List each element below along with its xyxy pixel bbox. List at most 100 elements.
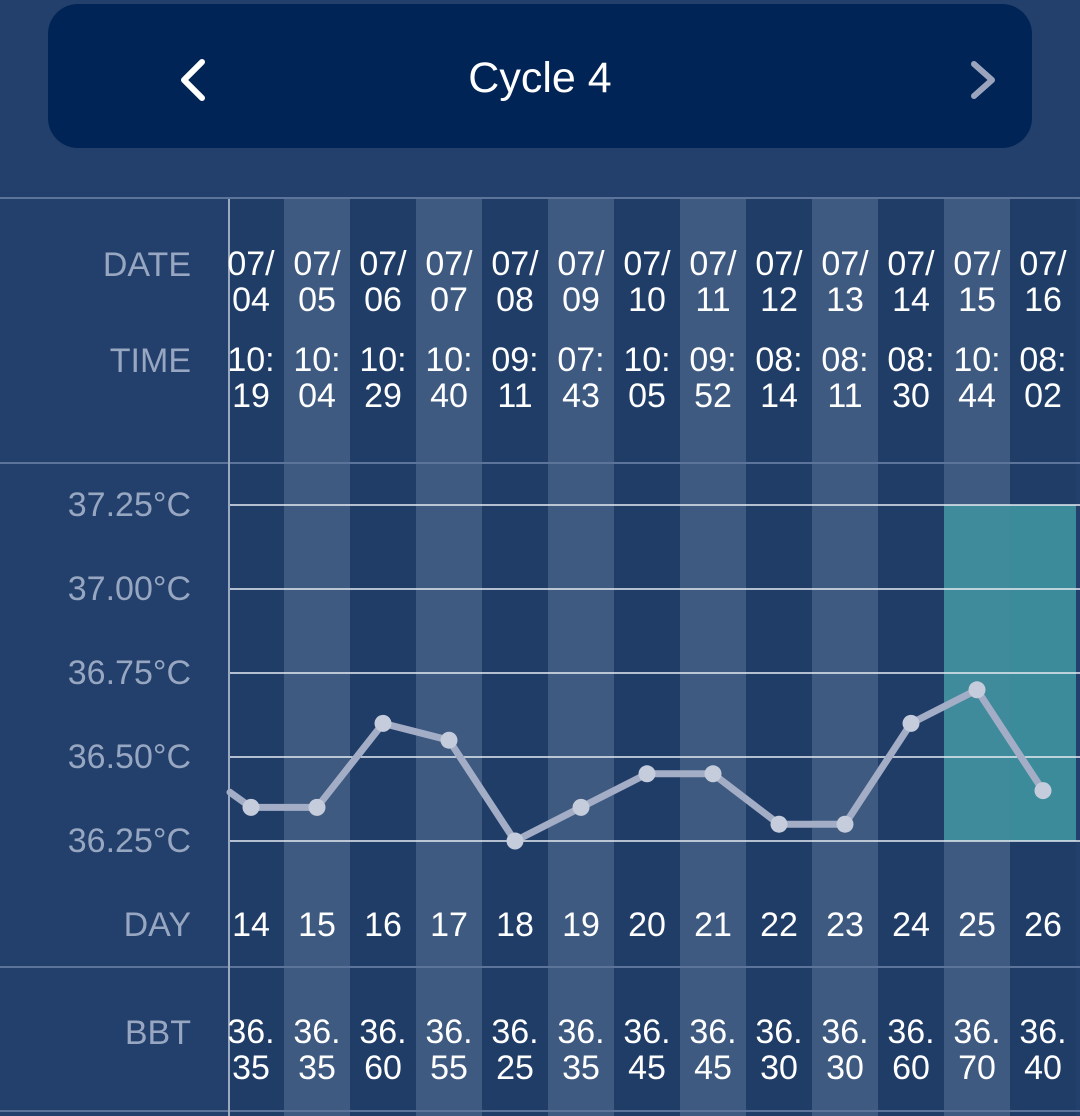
day-column[interactable] bbox=[482, 199, 548, 1116]
divider-bbt bbox=[0, 1110, 1080, 1112]
time-cell-line: 09: bbox=[491, 342, 539, 379]
bbt-cell: 36. 70 bbox=[944, 1014, 1010, 1086]
date-cell: 07/10 bbox=[614, 246, 680, 318]
chevron-right-icon[interactable] bbox=[962, 58, 1006, 102]
bbt-cell-line: 36. bbox=[425, 1014, 473, 1051]
date-cell-line: 07/ bbox=[821, 246, 869, 283]
divider-header bbox=[0, 462, 1080, 464]
time-cell-line: 08: bbox=[755, 342, 803, 379]
bbt-cell-line: 36. bbox=[293, 1014, 341, 1051]
time-cell: 10: 19 bbox=[218, 342, 284, 414]
date-cell-line: 13 bbox=[826, 281, 864, 318]
day-cell: 16 bbox=[364, 906, 402, 944]
y-tick-label: 36.50°C bbox=[67, 738, 191, 776]
date-cell-line: 07/ bbox=[293, 246, 341, 283]
date-cell: 07/12 bbox=[746, 246, 812, 318]
time-cell-line: 08: bbox=[821, 342, 869, 379]
day-column[interactable] bbox=[878, 199, 944, 1116]
time-cell-line: 10: bbox=[293, 342, 341, 379]
bbt-cell: 36. 60 bbox=[878, 1014, 944, 1086]
day-column[interactable] bbox=[614, 199, 680, 1116]
y-tick-label: 36.75°C bbox=[67, 654, 191, 692]
date-cell: 07/14 bbox=[878, 246, 944, 318]
day-column[interactable] bbox=[230, 199, 284, 1116]
bbt-label: BBT bbox=[124, 1014, 191, 1052]
date-cell-line: 07/ bbox=[359, 246, 407, 283]
day-column[interactable] bbox=[746, 199, 812, 1116]
date-cell: 07/04 bbox=[218, 246, 284, 318]
day-cell: 25 bbox=[958, 906, 996, 944]
time-cell-line: 10: bbox=[227, 342, 275, 379]
bbt-cell-line: 36. bbox=[623, 1014, 671, 1051]
bbt-cell-line: 36. bbox=[227, 1014, 275, 1051]
day-cell: 26 bbox=[1024, 906, 1062, 944]
y-tick-label: 37.25°C bbox=[67, 486, 191, 524]
day-cell: 15 bbox=[298, 906, 336, 944]
date-cell-line: 07/ bbox=[689, 246, 737, 283]
date-cell-line: 05 bbox=[298, 281, 336, 318]
date-cell-line: 07 bbox=[430, 281, 468, 318]
date-cell-line: 12 bbox=[760, 281, 798, 318]
time-cell-line: 30 bbox=[892, 377, 930, 414]
time-cell: 10: 44 bbox=[944, 342, 1010, 414]
bbt-cell-line: 25 bbox=[496, 1049, 534, 1086]
date-cell-line: 07/ bbox=[755, 246, 803, 283]
day-cell: 24 bbox=[892, 906, 930, 944]
bbt-cell: 36. 60 bbox=[350, 1014, 416, 1086]
day-column[interactable] bbox=[416, 199, 482, 1116]
date-cell-line: 09 bbox=[562, 281, 600, 318]
bbt-cell-line: 36. bbox=[689, 1014, 737, 1051]
time-cell-line: 29 bbox=[364, 377, 402, 414]
time-label: TIME bbox=[109, 342, 191, 380]
bbt-cell-line: 36. bbox=[821, 1014, 869, 1051]
time-cell-line: 08: bbox=[887, 342, 935, 379]
date-cell-line: 06 bbox=[364, 281, 402, 318]
bbt-cell: 36. 40 bbox=[1010, 1014, 1076, 1086]
bbt-cell-line: 35 bbox=[232, 1049, 270, 1086]
time-cell-line: 05 bbox=[628, 377, 666, 414]
day-cell: 19 bbox=[562, 906, 600, 944]
time-cell-line: 43 bbox=[562, 377, 600, 414]
date-cell-line: 07/ bbox=[953, 246, 1001, 283]
bbt-cell-line: 36. bbox=[755, 1014, 803, 1051]
time-cell: 08: 14 bbox=[746, 342, 812, 414]
highlight-band bbox=[1010, 505, 1076, 841]
highlight-band bbox=[944, 505, 1010, 841]
time-cell-line: 14 bbox=[760, 377, 798, 414]
chevron-left-icon[interactable] bbox=[170, 58, 214, 102]
bbt-cell-line: 55 bbox=[430, 1049, 468, 1086]
time-cell-line: 52 bbox=[694, 377, 732, 414]
divider-day bbox=[0, 966, 1080, 968]
day-column[interactable] bbox=[680, 199, 746, 1116]
divider-top bbox=[0, 197, 1080, 199]
day-cell: 23 bbox=[826, 906, 864, 944]
day-cell: 21 bbox=[694, 906, 732, 944]
time-cell-line: 10: bbox=[623, 342, 671, 379]
cycle-header: Cycle 4 bbox=[48, 4, 1032, 148]
day-column[interactable] bbox=[812, 199, 878, 1116]
time-cell-line: 40 bbox=[430, 377, 468, 414]
time-cell-line: 04 bbox=[298, 377, 336, 414]
bbt-cell: 36. 45 bbox=[614, 1014, 680, 1086]
bbt-cell: 36. 35 bbox=[284, 1014, 350, 1086]
time-cell-line: 02 bbox=[1024, 377, 1062, 414]
date-cell-line: 14 bbox=[892, 281, 930, 318]
day-cell: 22 bbox=[760, 906, 798, 944]
day-column[interactable] bbox=[548, 199, 614, 1116]
time-cell-line: 10: bbox=[359, 342, 407, 379]
time-cell-line: 10: bbox=[425, 342, 473, 379]
bbt-cell-line: 60 bbox=[892, 1049, 930, 1086]
date-cell: 07/07 bbox=[416, 246, 482, 318]
bbt-cell-line: 36. bbox=[491, 1014, 539, 1051]
time-cell: 10: 29 bbox=[350, 342, 416, 414]
time-cell: 08: 30 bbox=[878, 342, 944, 414]
time-cell-line: 10: bbox=[953, 342, 1001, 379]
bbt-cell-line: 36. bbox=[1019, 1014, 1067, 1051]
time-cell-line: 11 bbox=[497, 377, 533, 414]
bbt-cell: 36. 35 bbox=[548, 1014, 614, 1086]
time-cell-line: 19 bbox=[232, 377, 270, 414]
day-column[interactable] bbox=[350, 199, 416, 1116]
day-column[interactable] bbox=[284, 199, 350, 1116]
bbt-cell: 36. 35 bbox=[218, 1014, 284, 1086]
cycle-title: Cycle 4 bbox=[468, 54, 612, 102]
